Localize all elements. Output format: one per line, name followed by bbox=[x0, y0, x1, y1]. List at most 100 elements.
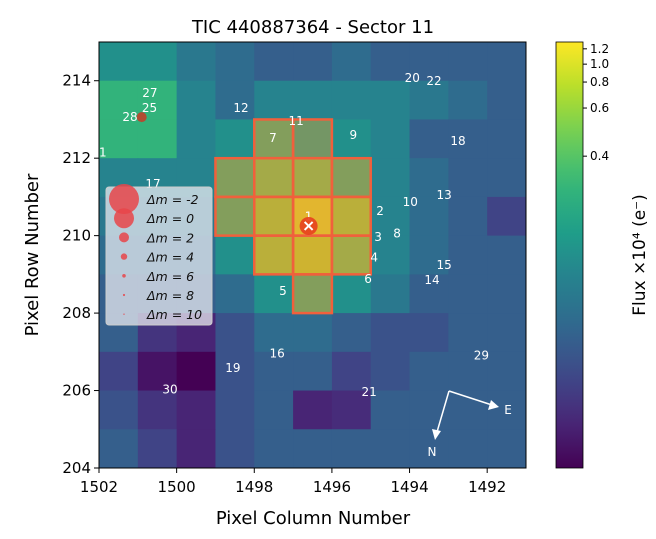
pixel-cell bbox=[487, 429, 526, 468]
target-cross-icon bbox=[303, 221, 314, 231]
pixel-cell bbox=[487, 351, 526, 392]
pixel-cell bbox=[409, 158, 449, 198]
plot-frame bbox=[98, 41, 527, 469]
aperture-pixel bbox=[291, 273, 334, 315]
aperture-pixel bbox=[330, 156, 372, 199]
pixel-cell bbox=[99, 390, 139, 430]
aperture-pixel bbox=[253, 195, 295, 237]
pixel-cell bbox=[331, 390, 372, 430]
pixel-cell bbox=[331, 274, 372, 314]
pixel-cell bbox=[293, 158, 333, 198]
pixel-cell bbox=[487, 274, 526, 314]
pixel-cell bbox=[409, 80, 449, 120]
star-label: 29 bbox=[474, 348, 489, 362]
pixel-cell bbox=[137, 351, 178, 392]
pixel-cell bbox=[331, 119, 372, 159]
pixel-cell bbox=[254, 351, 294, 392]
pixel-cell bbox=[293, 390, 333, 430]
pixel-cell bbox=[370, 235, 411, 275]
pixel-cell bbox=[370, 196, 411, 237]
x-tick-label: 1500 bbox=[158, 478, 196, 496]
pixel-cell bbox=[254, 158, 294, 198]
pixel-cell bbox=[409, 235, 449, 275]
legend-entry-label: Δm = 0 bbox=[146, 211, 194, 226]
star-label: 6 bbox=[364, 272, 372, 286]
star-labels: 1 234567891011121314151617181920212225272… bbox=[99, 71, 489, 399]
pixel-cell bbox=[254, 119, 294, 159]
pixel-cell bbox=[293, 235, 333, 275]
compass: E N bbox=[428, 390, 512, 459]
aperture-pixel bbox=[291, 118, 334, 160]
star-label: 22 bbox=[426, 74, 441, 88]
pixel-cell bbox=[293, 80, 333, 120]
star-label: 18 bbox=[450, 134, 465, 148]
legend-marker bbox=[122, 293, 126, 297]
pixel-cell bbox=[370, 351, 411, 392]
pixel-cell bbox=[99, 429, 139, 468]
legend-entry-label: Δm = 8 bbox=[146, 288, 194, 303]
pixel-cell bbox=[409, 196, 449, 237]
pixel-cell bbox=[215, 429, 255, 468]
y-axis-label: Pixel Row Number bbox=[22, 173, 43, 336]
pixel-cell bbox=[331, 235, 372, 275]
pixel-cell bbox=[137, 429, 178, 468]
pixel-cell bbox=[254, 196, 294, 237]
pixel-cell bbox=[137, 119, 178, 159]
star-label: 7 bbox=[269, 131, 277, 145]
legend-entry-label: Δm = 4 bbox=[146, 250, 194, 265]
pixel-cell bbox=[448, 235, 488, 275]
pixel-cell bbox=[293, 429, 333, 468]
x-axis-label: Pixel Column Number bbox=[216, 508, 411, 529]
pixel-cell bbox=[176, 80, 216, 120]
x-tick-label: 1494 bbox=[390, 478, 428, 496]
pixel-cell bbox=[331, 351, 372, 392]
pixel-cell bbox=[370, 158, 411, 198]
y-tick-label: 212 bbox=[62, 149, 91, 167]
x-tick-label: 1502 bbox=[80, 478, 118, 496]
north-arrow-head-icon bbox=[432, 429, 441, 440]
legend-entry-label: Δm = 10 bbox=[146, 307, 202, 322]
pixel-cell bbox=[99, 80, 139, 120]
colorbar-tick-label: 0.4 bbox=[590, 149, 609, 163]
pixel-cell bbox=[448, 429, 488, 468]
pixel-cell bbox=[448, 196, 488, 237]
star-label: 19 bbox=[225, 361, 240, 375]
pixel-cell bbox=[331, 196, 372, 237]
aperture-pixel bbox=[291, 156, 334, 199]
legend-entry-label: Δm = -2 bbox=[146, 192, 199, 207]
colorbar-tick-label: 0.6 bbox=[590, 101, 609, 115]
pixel-cell bbox=[487, 390, 526, 430]
pixel-cell bbox=[254, 390, 294, 430]
x-axis: 1502 1500 1498 1496 1494 1492 bbox=[80, 468, 506, 496]
pixel-cell bbox=[215, 42, 255, 82]
pixel-cell bbox=[487, 158, 526, 198]
pixel-cell bbox=[215, 274, 255, 314]
pixel-cell bbox=[293, 351, 333, 392]
colorbar-label: Flux ×10⁴ (e⁻) bbox=[630, 194, 650, 316]
pixel-cell bbox=[293, 274, 333, 314]
pixel-cell bbox=[487, 42, 526, 82]
aperture-pixel bbox=[253, 118, 295, 160]
pixel-cell bbox=[370, 390, 411, 430]
pixel-cell bbox=[137, 42, 178, 82]
star-label: 4 bbox=[370, 250, 378, 264]
pixel-cell bbox=[409, 313, 449, 353]
star-label: 30 bbox=[162, 382, 177, 396]
aperture-pixel bbox=[330, 195, 372, 237]
star-label: 1 bbox=[99, 145, 107, 159]
pixel-cell bbox=[409, 390, 449, 430]
star-label: 3 bbox=[374, 230, 382, 244]
star-label: 28 bbox=[122, 110, 137, 124]
pixel-cell bbox=[448, 274, 488, 314]
aperture-pixel bbox=[291, 234, 334, 276]
pixel-cell bbox=[487, 119, 526, 159]
pixel-cell bbox=[448, 80, 488, 120]
aperture-pixel bbox=[330, 234, 372, 276]
pixel-cell bbox=[448, 351, 488, 392]
y-axis: 204 206 208 210 212 214 bbox=[62, 72, 99, 477]
pixel-cell bbox=[99, 351, 139, 392]
east-arrow bbox=[448, 390, 493, 406]
pixel-cell bbox=[215, 235, 255, 275]
compass-east-label: E bbox=[504, 403, 512, 417]
